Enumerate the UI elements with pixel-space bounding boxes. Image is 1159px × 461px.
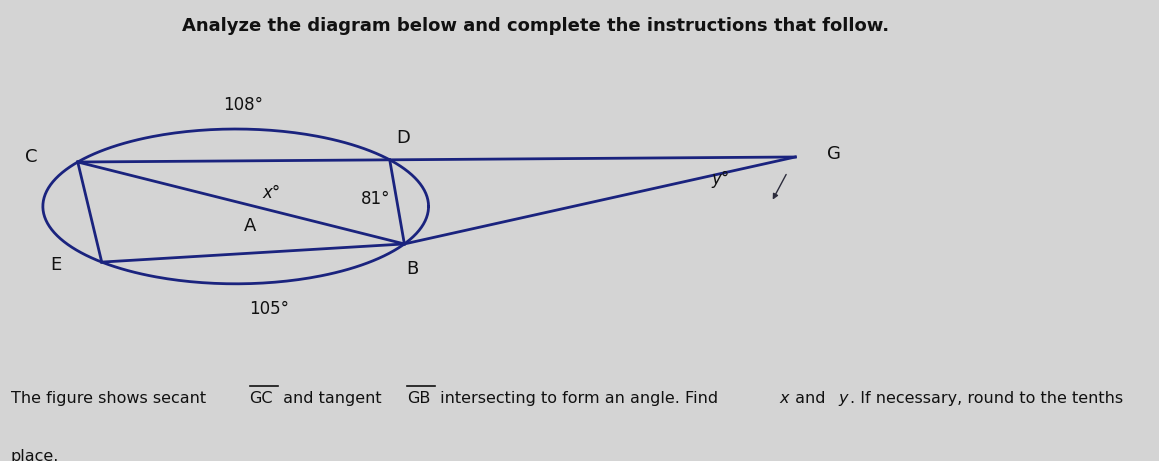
Text: x°: x° — [262, 184, 280, 202]
Text: Analyze the diagram below and complete the instructions that follow.: Analyze the diagram below and complete t… — [182, 17, 889, 35]
Text: E: E — [50, 256, 61, 274]
Text: GC: GC — [249, 391, 274, 406]
Text: 108°: 108° — [223, 96, 263, 114]
Text: GB: GB — [407, 391, 431, 406]
Text: y°: y° — [712, 170, 729, 188]
Text: . If necessary, round to the tenths: . If necessary, round to the tenths — [850, 391, 1123, 406]
Text: place.: place. — [10, 449, 59, 461]
Text: intersecting to form an angle. Find: intersecting to form an angle. Find — [435, 391, 723, 406]
Text: y: y — [839, 391, 848, 406]
Text: The figure shows secant: The figure shows secant — [10, 391, 211, 406]
Text: B: B — [407, 260, 418, 278]
Text: and: and — [790, 391, 831, 406]
Text: D: D — [396, 129, 410, 147]
Text: C: C — [25, 148, 37, 165]
Text: G: G — [828, 145, 841, 163]
Text: x: x — [779, 391, 788, 406]
Text: and tangent: and tangent — [278, 391, 386, 406]
Text: 81°: 81° — [360, 190, 391, 208]
Text: 105°: 105° — [249, 300, 290, 318]
Text: A: A — [243, 217, 256, 235]
